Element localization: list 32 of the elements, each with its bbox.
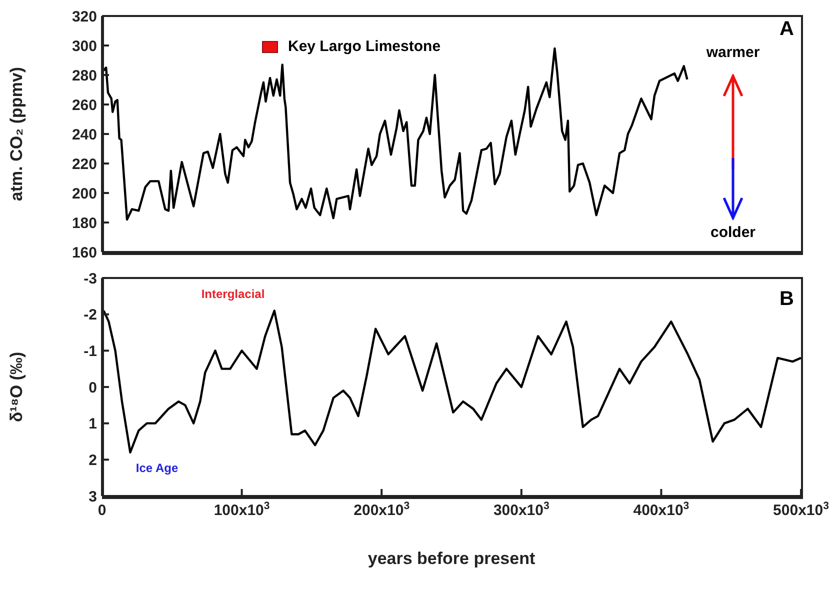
y-axis-title: δ¹⁸O (‰) xyxy=(7,352,26,422)
y-tick-label: -1 xyxy=(84,342,97,360)
y-tick-label: 0 xyxy=(88,379,97,396)
y-axis-title: atm. CO₂ (ppmv) xyxy=(7,66,26,202)
x-axis-title: years before present xyxy=(368,549,536,568)
annotation: B xyxy=(780,288,794,310)
y-tick-label: 2 xyxy=(88,452,97,469)
annotation: Interglacial xyxy=(201,287,265,302)
y-tick-label: 320 xyxy=(72,8,97,26)
y-tick-label: 220 xyxy=(72,156,97,173)
x-tick-label: 300x10$^{3}$ xyxy=(493,500,550,519)
y-tick-label: 200 xyxy=(72,185,97,202)
y-tick-label: 280 xyxy=(72,67,97,84)
y-tick-label: 240 xyxy=(72,126,97,144)
annotation: Key Largo Limestone xyxy=(288,38,441,56)
annotation: A xyxy=(780,18,794,40)
y-tick-label: 1 xyxy=(88,416,97,433)
annotation: colder xyxy=(710,224,756,242)
y-tick-label: -3 xyxy=(84,270,97,288)
y-tick-label: 260 xyxy=(72,96,97,114)
x-tick-label: 400x10$^{3}$ xyxy=(633,500,690,519)
y-tick-label: 300 xyxy=(72,38,97,55)
y-tick-label: 180 xyxy=(72,214,97,232)
y-tick-label: 160 xyxy=(72,244,97,262)
x-tick-label: 200x10$^{3}$ xyxy=(354,500,410,519)
line-series xyxy=(102,310,801,454)
y-tick-label: -2 xyxy=(84,306,97,324)
annotation: Ice Age xyxy=(136,461,178,476)
y-tick-label: 3 xyxy=(88,488,97,506)
annotation: warmer xyxy=(706,44,760,62)
x-tick-label: 100x10$^{3}$ xyxy=(214,500,270,519)
x-tick-label: 500x10$^{3}$ xyxy=(773,500,830,519)
